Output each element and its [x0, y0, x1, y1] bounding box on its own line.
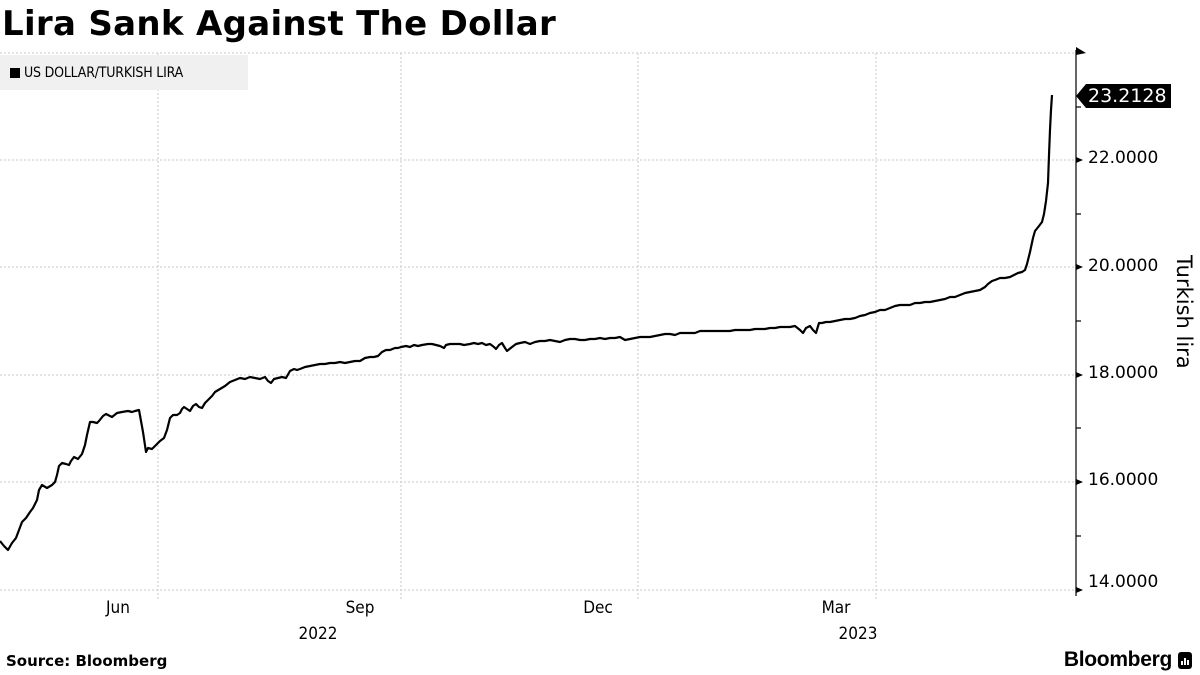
- x-year-label: 2022: [298, 624, 338, 644]
- source-note: Source: Bloomberg: [6, 652, 168, 670]
- x-tick-label: Mar: [821, 598, 851, 618]
- y-tick-label: 22.0000: [1088, 148, 1159, 168]
- bloomberg-logo: Bloomberg: [1064, 648, 1192, 672]
- horizontal-gridlines: [0, 52, 1076, 591]
- chart-title: Lira Sank Against The Dollar: [2, 4, 557, 44]
- y-tick-label: 20.0000: [1088, 256, 1159, 276]
- legend: US DOLLAR/TURKISH LIRA: [0, 55, 248, 90]
- legend-swatch-icon: [10, 67, 20, 78]
- y-axis-tick-arrows: [1076, 47, 1086, 593]
- usd-try-line: [0, 94, 1054, 552]
- y-tick-label: 16.0000: [1088, 470, 1159, 490]
- legend-label: US DOLLAR/TURKISH LIRA: [24, 64, 184, 81]
- last-value-badge: 23.2128: [1076, 84, 1171, 108]
- y-tick-label: 14.0000: [1088, 572, 1159, 592]
- y-axis: [1075, 50, 1081, 596]
- y-tick-label: 18.0000: [1088, 363, 1159, 383]
- x-year-label: 2023: [838, 624, 878, 644]
- bloomberg-chart-icon: [1178, 651, 1192, 669]
- x-tick-label: Jun: [106, 598, 130, 618]
- x-tick-label: Sep: [345, 598, 375, 618]
- x-tick-label: Dec: [583, 598, 613, 618]
- brand-name: Bloomberg: [1063, 648, 1172, 671]
- y-axis-title: Turkish lira: [1172, 255, 1196, 369]
- vertical-gridlines: [157, 53, 877, 600]
